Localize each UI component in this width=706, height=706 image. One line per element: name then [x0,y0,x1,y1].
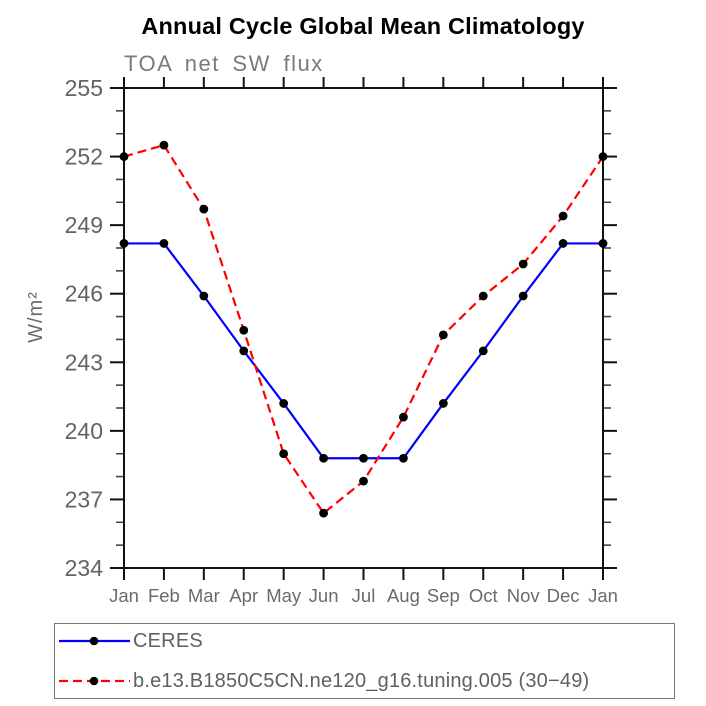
data-point-s0-Jan [119,239,129,248]
y-tick-label: 255 [65,75,103,101]
y-tick-label: 243 [65,349,103,375]
legend-label-ceres: CERES [133,629,203,652]
data-point-s0-Mar [199,291,209,301]
x-tick-label: May [266,585,302,606]
chart-title: Annual Cycle Global Mean Climatology [141,13,585,39]
x-tick-label: Oct [469,585,498,606]
data-point-s1-May [279,449,289,459]
data-point-s0-Apr [239,346,249,356]
y-tick-label: 237 [65,486,103,512]
y-tick-label: 240 [65,418,103,444]
legend-swatch-dot [89,676,99,686]
legend-item-model: b.e13.B1850C5CN.ne120_g16.tuning.005 (30… [58,669,674,692]
x-tick-label: Nov [507,585,541,606]
y-tick-label: 246 [65,281,103,307]
data-point-s0-Oct [478,346,488,356]
data-point-s0-May [279,399,289,408]
data-point-s1-Dec [558,211,568,221]
data-point-s1-Sep [438,330,448,340]
x-tick-label: Jun [309,585,339,606]
y-tick-label: 252 [65,144,103,170]
x-tick-label: Sep [427,585,460,606]
data-point-s1-Mar [199,204,209,214]
x-tick-label: Jan [588,585,618,606]
data-point-s1-Nov [518,259,528,269]
data-point-s0-Jun [319,453,328,463]
data-point-s1-Feb [159,140,169,150]
x-tick-label: Aug [387,585,420,606]
chart-subtitle: TOA net SW flux [124,51,324,76]
y-tick-label: 249 [65,212,103,238]
data-point-s0-Aug [399,453,408,463]
series-line-0 [124,242,603,460]
data-point-s0-Jan [598,239,608,248]
x-tick-label: Jul [352,585,376,606]
data-point-s1-Jan [598,152,608,161]
x-tick-label: Dec [547,585,580,606]
legend: CERES b.e13.B1850C5CN.ne120_g16.tuning.0… [54,623,675,699]
data-point-s0-Jul [359,453,368,463]
data-point-s0-Dec [558,239,568,248]
legend-line-ceres-icon [59,636,130,646]
data-point-s1-Aug [399,412,408,422]
legend-swatch-dot [89,636,99,646]
x-tick-label: Feb [148,585,180,606]
plot-border [123,87,604,569]
data-point-s0-Sep [438,399,448,408]
data-point-s1-Jan [119,152,129,161]
data-point-s1-Apr [239,325,249,335]
legend-label-model: b.e13.B1850C5CN.ne120_g16.tuning.005 (30… [133,669,590,692]
data-point-s1-Jul [359,476,368,486]
data-point-s1-Oct [478,291,488,301]
y-tick-label: 234 [65,555,104,581]
x-tick-label: Apr [229,585,258,606]
data-point-s1-Jun [319,508,328,518]
x-tick-label: Jan [109,585,139,606]
legend-line-model-icon [59,676,130,686]
data-point-s0-Feb [159,239,169,248]
x-tick-label: Mar [188,585,220,606]
legend-item-ceres: CERES [58,629,674,652]
data-point-s0-Nov [518,291,528,301]
